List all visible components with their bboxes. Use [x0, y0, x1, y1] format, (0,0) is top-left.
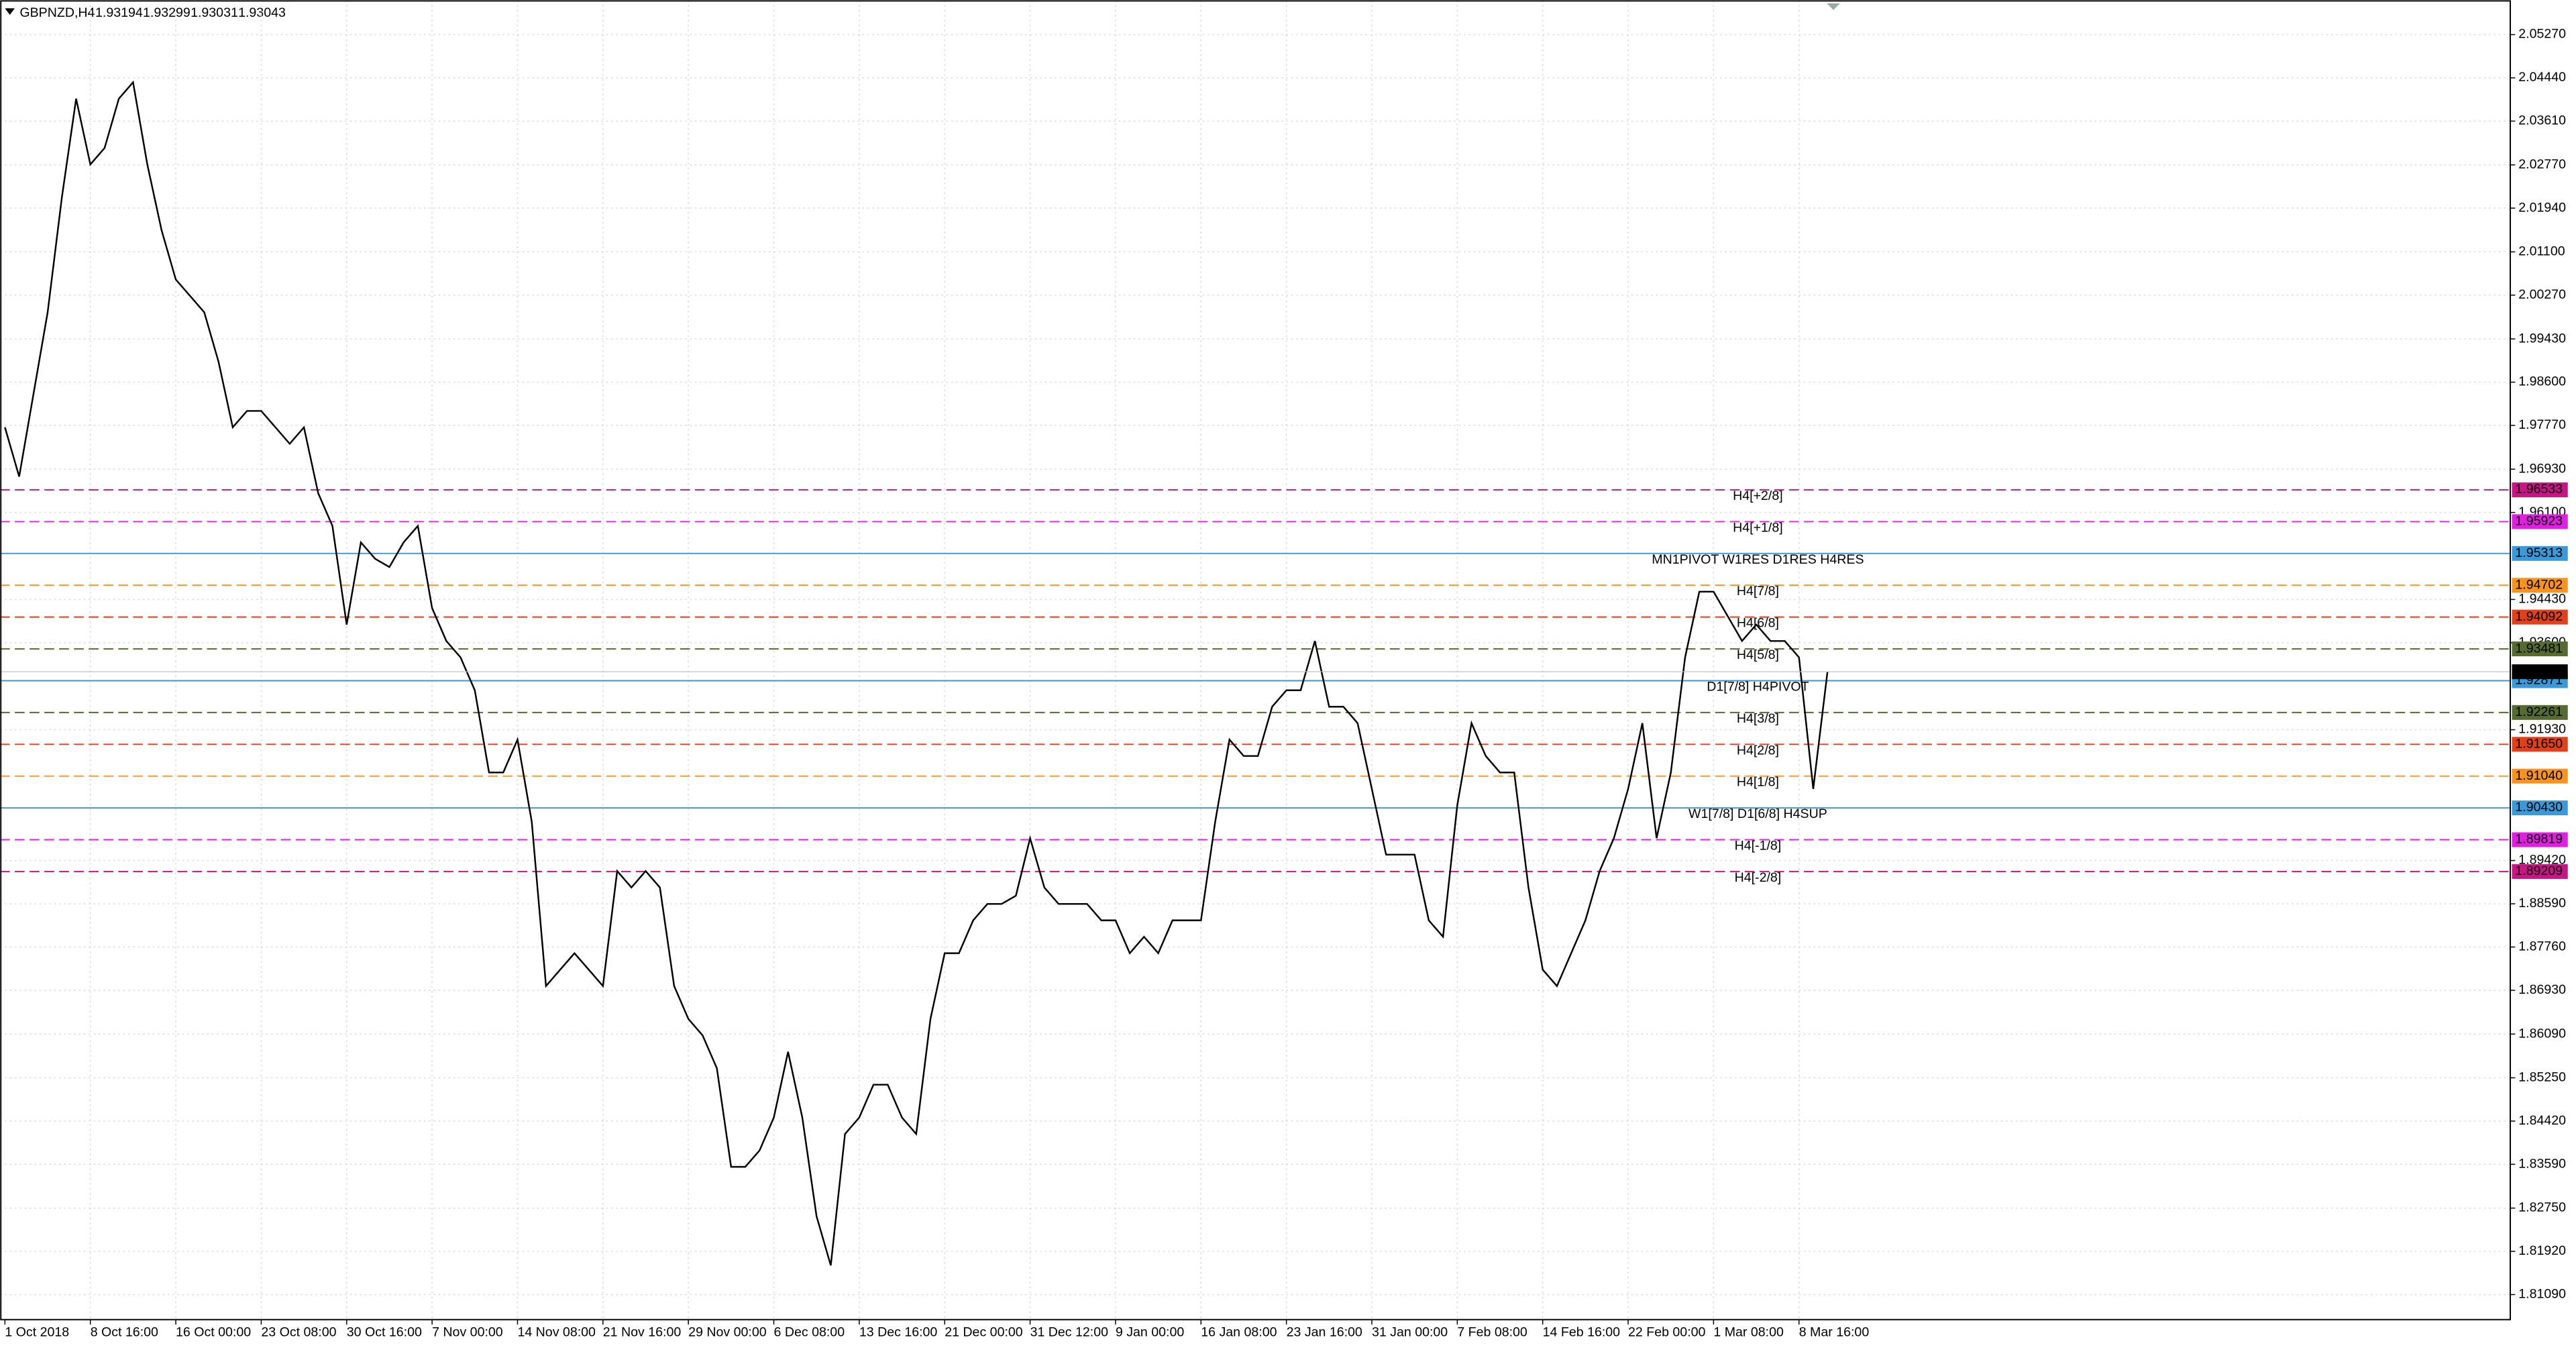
level-label: H4[6/8] [1737, 616, 1779, 631]
x-tick-label: 30 Oct 16:00 [347, 1325, 422, 1339]
level-price: 1.93481 [2515, 641, 2563, 656]
current-price: 1.93043 [2515, 664, 2563, 678]
x-tick-label: 31 Dec 12:00 [1030, 1325, 1109, 1339]
x-tick-label: 8 Oct 16:00 [91, 1325, 158, 1339]
y-tick-label: 1.91930 [2518, 722, 2566, 737]
level-price: 1.91650 [2515, 736, 2563, 751]
x-tick-label: 16 Jan 08:00 [1201, 1325, 1277, 1339]
y-tick-label: 1.96930 [2518, 461, 2566, 476]
level-label: H4[+2/8] [1733, 488, 1783, 503]
x-tick-label: 8 Mar 16:00 [1799, 1325, 1870, 1339]
level-price-box [2512, 768, 2568, 784]
y-tick-label: 1.84420 [2518, 1113, 2566, 1128]
x-tick-label: 22 Feb 00:00 [1628, 1325, 1705, 1339]
level-price: 1.90430 [2515, 800, 2563, 815]
y-tick-label: 1.86930 [2518, 982, 2566, 997]
y-tick-label: 1.85250 [2518, 1070, 2566, 1084]
level-price: 1.96533 [2515, 482, 2563, 497]
x-tick-label: 1 Oct 2018 [5, 1325, 69, 1339]
symbol: GBPNZD,H4 [19, 5, 95, 20]
x-tick-label: 13 Dec 16:00 [859, 1325, 938, 1339]
level-label: H4[5/8] [1737, 648, 1779, 662]
plot-frame [0, 0, 2512, 1321]
level-label: H4[+1/8] [1733, 520, 1783, 535]
header-value: 1.93031 [191, 5, 238, 20]
y-tick-label: 1.88590 [2518, 896, 2566, 911]
y-tick-label: 2.01940 [2518, 200, 2566, 215]
level-price-box [2512, 705, 2568, 720]
y-tick-label: 1.81920 [2518, 1243, 2566, 1258]
x-tick-label: 29 Nov 00:00 [688, 1325, 767, 1339]
y-tick-label: 1.82750 [2518, 1200, 2566, 1215]
level-price-box [2512, 737, 2568, 752]
x-tick-label: 14 Nov 08:00 [517, 1325, 596, 1339]
level-price: 1.95313 [2515, 546, 2563, 560]
level-price-box [2512, 800, 2568, 816]
x-tick-label: 21 Dec 00:00 [945, 1325, 1023, 1339]
x-tick-label: 21 Nov 16:00 [603, 1325, 682, 1339]
level-label: H4[2/8] [1737, 743, 1779, 758]
level-price-box [2512, 578, 2568, 593]
level-label: H4[3/8] [1737, 711, 1779, 726]
level-label: W1[7/8] D1[6/8] H4SUP [1688, 807, 1827, 821]
y-tick-label: 2.05270 [2518, 27, 2566, 42]
level-price: 1.92261 [2515, 705, 2563, 719]
level-label: MN1PIVOT W1RES D1RES H4RES [1652, 552, 1864, 567]
current-price-box [2512, 664, 2568, 680]
y-tick-label: 1.89420 [2518, 853, 2566, 868]
level-price-box [2512, 546, 2568, 561]
x-tick-label: 7 Feb 08:00 [1457, 1325, 1527, 1339]
price-line [4, 80, 1829, 1266]
level-price-box [2512, 641, 2568, 657]
y-tick-label: 2.03610 [2518, 113, 2566, 128]
level-price-box [2512, 482, 2568, 498]
y-tick-label: 2.04440 [2518, 70, 2566, 85]
x-tick-label: 23 Jan 16:00 [1287, 1325, 1362, 1339]
y-tick-label: 1.94430 [2518, 592, 2566, 607]
y-tick-label: 1.83590 [2518, 1156, 2566, 1171]
level-label: H4[7/8] [1737, 584, 1779, 599]
y-tick-label: 1.98600 [2518, 374, 2566, 389]
level-label: H4[-1/8] [1735, 838, 1782, 853]
header-value: 1.93043 [238, 5, 286, 20]
x-tick-label: 14 Feb 16:00 [1543, 1325, 1620, 1339]
level-price: 1.91040 [2515, 768, 2563, 783]
y-tick-label: 1.86090 [2518, 1026, 2566, 1041]
y-tick-label: 1.87760 [2518, 939, 2566, 954]
level-price: 1.89209 [2515, 864, 2563, 878]
level-price: 1.94092 [2515, 609, 2563, 624]
shift-marker [1827, 3, 1840, 10]
level-label: D1[7/8] H4PIVOT [1707, 679, 1809, 694]
x-tick-label: 23 Oct 08:00 [261, 1325, 336, 1339]
level-label: H4[-2/8] [1735, 870, 1782, 885]
level-price: 1.94702 [2515, 577, 2563, 592]
y-tick-label: 1.81090 [2518, 1287, 2566, 1302]
header-value: 1.93194 [95, 5, 143, 20]
menu-arrow[interactable] [5, 8, 15, 15]
level-price-box [2512, 832, 2568, 847]
level-price-box [2512, 609, 2568, 625]
x-tick-label: 1 Mar 08:00 [1713, 1325, 1784, 1339]
x-tick-label: 9 Jan 00:00 [1116, 1325, 1184, 1339]
y-tick-label: 2.02770 [2518, 157, 2566, 172]
y-tick-label: 2.00270 [2518, 287, 2566, 302]
level-price-box [2512, 514, 2568, 529]
x-tick-label: 16 Oct 00:00 [176, 1325, 251, 1339]
level-price: 1.95923 [2515, 514, 2563, 529]
level-label: H4[1/8] [1737, 775, 1779, 790]
x-tick-label: 6 Dec 08:00 [774, 1325, 845, 1339]
y-tick-label: 2.01100 [2518, 244, 2565, 259]
level-price: 1.89819 [2515, 832, 2563, 847]
x-tick-label: 7 Nov 00:00 [432, 1325, 503, 1339]
y-tick-label: 1.97770 [2518, 417, 2566, 432]
level-price-box [2512, 864, 2568, 879]
x-tick-label: 31 Jan 00:00 [1372, 1325, 1448, 1339]
header-value: 1.93299 [143, 5, 191, 20]
y-tick-label: 1.99430 [2518, 331, 2566, 346]
